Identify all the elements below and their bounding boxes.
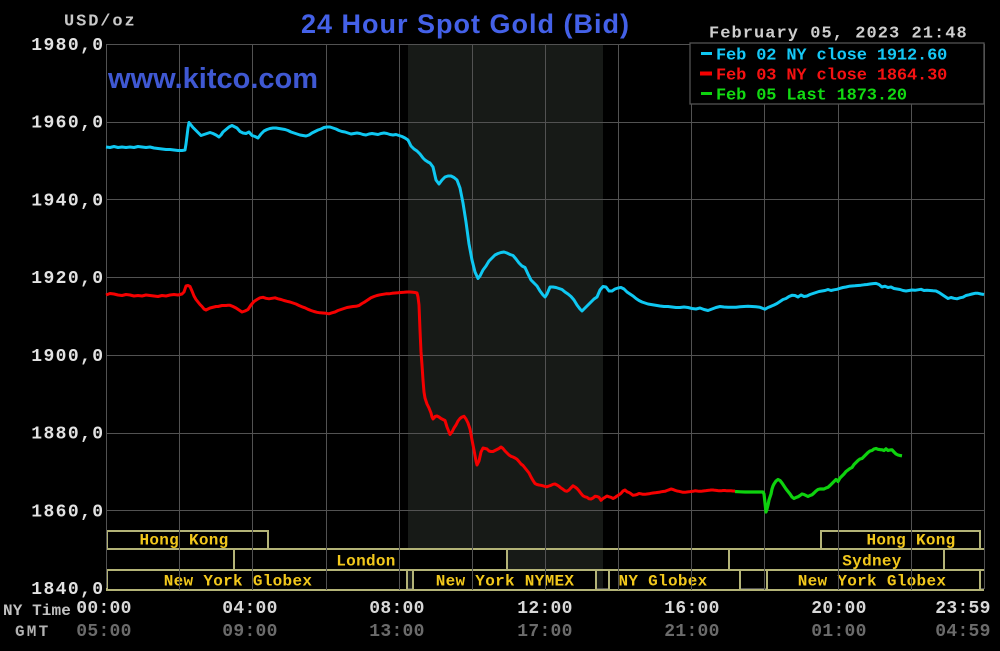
- svg-text:1880,0: 1880,0: [31, 425, 104, 445]
- svg-text:Hong Kong: Hong Kong: [139, 532, 228, 550]
- svg-text:New York NYMEX: New York NYMEX: [436, 573, 575, 591]
- svg-text:NY Time: NY Time: [3, 602, 71, 620]
- svg-text:Feb 05 Last 1873.20: Feb 05 Last 1873.20: [716, 87, 907, 106]
- svg-text:16:00: 16:00: [664, 599, 720, 619]
- svg-text:12:00: 12:00: [517, 599, 573, 619]
- svg-text:1860,0: 1860,0: [31, 502, 104, 522]
- svg-text:05:00: 05:00: [76, 622, 132, 642]
- svg-text:24 Hour Spot Gold (Bid): 24 Hour Spot Gold (Bid): [301, 9, 630, 39]
- svg-text:04:59: 04:59: [935, 622, 991, 642]
- svg-text:23:59: 23:59: [935, 599, 991, 619]
- svg-text:USD/oz: USD/oz: [64, 13, 137, 32]
- svg-text:New York Globex: New York Globex: [164, 573, 313, 591]
- svg-text:1900,0: 1900,0: [31, 347, 104, 367]
- svg-text:1920,0: 1920,0: [31, 269, 104, 289]
- svg-text:Feb 03 NY close 1864.30: Feb 03 NY close 1864.30: [716, 67, 947, 86]
- svg-text:00:00: 00:00: [76, 599, 132, 619]
- svg-text:21:00: 21:00: [664, 622, 720, 642]
- svg-text:01:00: 01:00: [811, 622, 867, 642]
- svg-text:20:00: 20:00: [811, 599, 867, 619]
- svg-text:17:00: 17:00: [517, 622, 573, 642]
- svg-text:13:00: 13:00: [369, 622, 425, 642]
- svg-text:www.kitco.com: www.kitco.com: [107, 63, 318, 95]
- svg-text:1960,0: 1960,0: [31, 114, 104, 134]
- svg-text:Feb 02 NY close 1912.60: Feb 02 NY close 1912.60: [716, 47, 947, 66]
- svg-text:GMT: GMT: [15, 623, 50, 641]
- svg-text:1840,0: 1840,0: [31, 580, 104, 600]
- svg-text:08:00: 08:00: [369, 599, 425, 619]
- svg-text:New York Globex: New York Globex: [798, 573, 947, 591]
- svg-text:Sydney: Sydney: [842, 553, 902, 571]
- svg-text:04:00: 04:00: [222, 599, 278, 619]
- svg-text:1980,0: 1980,0: [31, 36, 104, 56]
- svg-text:1940,0: 1940,0: [31, 191, 104, 211]
- svg-text:Hong Kong: Hong Kong: [866, 532, 955, 550]
- svg-text:London: London: [336, 553, 395, 571]
- svg-text:NY Globex: NY Globex: [618, 573, 707, 591]
- svg-text:09:00: 09:00: [222, 622, 278, 642]
- svg-text:February 05, 2023 21:48: February 05, 2023 21:48: [709, 25, 968, 44]
